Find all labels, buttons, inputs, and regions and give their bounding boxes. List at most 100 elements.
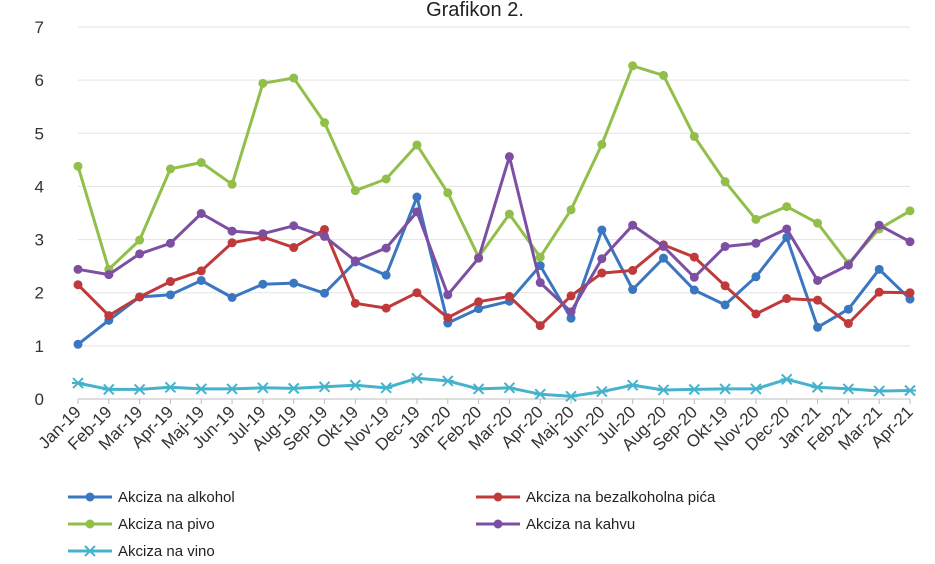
data-point (782, 224, 792, 234)
data-point (289, 221, 299, 231)
legend-item: Akciza na alkohol (68, 489, 235, 506)
data-point (258, 229, 268, 239)
legend-label: Akciza na vino (118, 543, 215, 560)
y-tick-label: 3 (35, 231, 44, 250)
y-tick-label: 4 (35, 177, 44, 196)
data-point (412, 288, 422, 298)
data-point (320, 224, 330, 234)
data-point (813, 322, 823, 332)
data-point (905, 206, 915, 216)
data-point (258, 78, 268, 88)
data-point (73, 280, 83, 290)
data-point (566, 307, 576, 317)
data-point (874, 287, 884, 297)
data-point (320, 118, 330, 128)
data-point (843, 260, 853, 270)
data-point (904, 384, 916, 397)
data-point (597, 268, 607, 278)
data-point (72, 377, 84, 389)
data-point (165, 164, 175, 174)
series-line (77, 376, 911, 398)
legend-label: Akciza na alkohol (118, 489, 235, 506)
data-point (165, 290, 175, 300)
data-point (227, 292, 237, 302)
data-point (565, 390, 578, 403)
data-point (320, 231, 330, 241)
data-point (258, 279, 268, 289)
series-3 (73, 152, 915, 317)
data-point (318, 381, 331, 393)
data-point (227, 238, 237, 248)
data-point (566, 291, 576, 301)
data-point (749, 383, 762, 395)
data-point (780, 373, 793, 386)
data-point (535, 252, 545, 262)
data-point (349, 379, 362, 391)
data-point (874, 264, 884, 274)
data-point (226, 383, 239, 395)
data-point (813, 275, 823, 285)
data-point (751, 214, 761, 224)
data-point (504, 291, 514, 301)
legend-label: Akciza na kahvu (526, 516, 635, 533)
y-tick-label: 5 (35, 124, 44, 143)
data-point (628, 61, 638, 71)
data-point (165, 238, 175, 248)
series-line (77, 155, 911, 314)
series-4 (72, 372, 916, 403)
data-point (566, 313, 576, 323)
data-point (535, 321, 545, 331)
data-point (287, 382, 300, 395)
data-point (658, 241, 668, 251)
y-axis-ticks: 0 1 2 3 4 5 6 7 (35, 18, 44, 409)
data-point (534, 388, 547, 400)
data-point (720, 300, 730, 310)
series-1 (73, 224, 915, 331)
data-point (102, 383, 115, 396)
data-point (289, 278, 299, 288)
data-point (751, 272, 761, 282)
legend-label: Akciza na bezalkoholna pića (526, 489, 716, 506)
data-point (412, 207, 422, 217)
data-point (689, 252, 699, 262)
data-point (474, 297, 484, 307)
data-point (227, 179, 237, 189)
data-point (566, 205, 576, 215)
data-point (597, 254, 607, 264)
data-point (843, 304, 853, 314)
legend-item: Akciza na bezalkoholna pića (476, 489, 716, 506)
y-tick-label: 7 (35, 18, 44, 37)
data-point (782, 202, 792, 212)
data-point (504, 152, 514, 162)
y-tick-label: 6 (35, 71, 44, 90)
data-point (85, 519, 95, 529)
data-point (73, 339, 83, 349)
legend-label: Akciza na pivo (118, 516, 215, 533)
data-point (688, 383, 701, 396)
data-point (85, 492, 95, 502)
data-point (535, 278, 545, 288)
x-axis-ticks: Jan-19Feb-19Mar-19Apr-19Maj-19Jun-19Jul-… (35, 399, 917, 455)
data-point (689, 131, 699, 141)
data-point (195, 383, 208, 395)
data-point (320, 288, 330, 298)
data-point (628, 285, 638, 295)
data-point (84, 545, 96, 557)
data-point (135, 249, 145, 259)
data-point (719, 383, 732, 395)
data-point (874, 220, 884, 230)
data-point (657, 384, 670, 396)
data-point (842, 383, 855, 395)
grid (78, 26, 910, 400)
data-point (493, 519, 503, 529)
legend-item: Akciza na pivo (68, 516, 215, 533)
data-point (720, 177, 730, 187)
y-tick-label: 1 (35, 337, 44, 356)
y-tick-label: 2 (35, 284, 44, 303)
data-point (873, 385, 886, 397)
y-tick-label: 0 (35, 390, 44, 409)
data-point (493, 492, 503, 502)
data-point (811, 381, 824, 394)
data-point (73, 264, 83, 274)
data-point (289, 243, 299, 253)
